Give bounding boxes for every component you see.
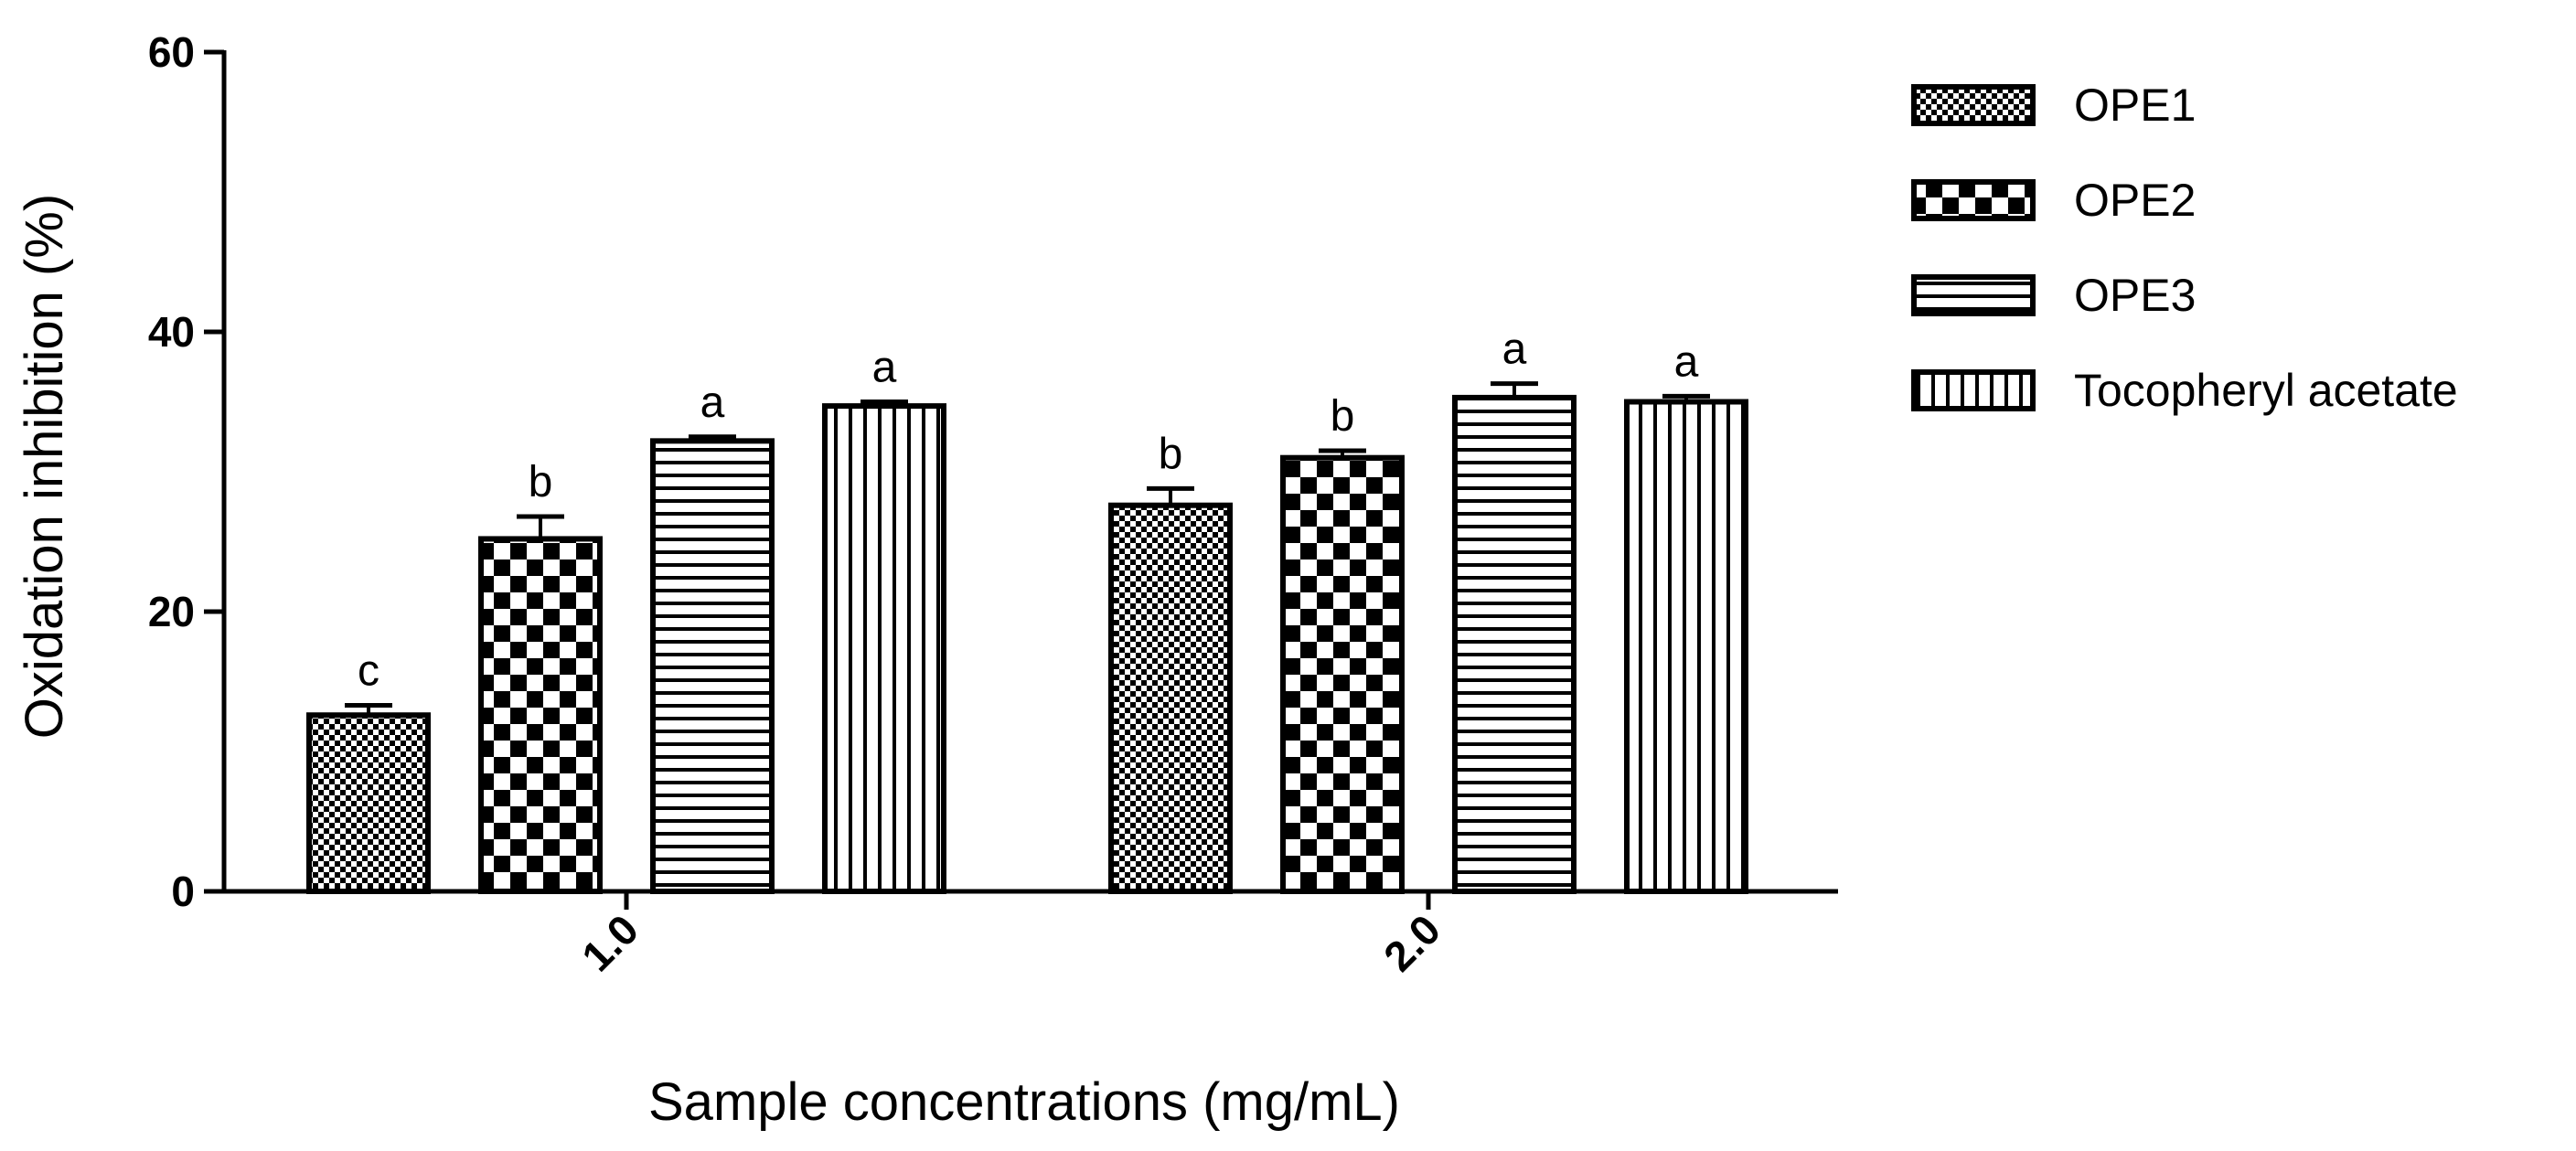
bar-group: b bbox=[478, 458, 603, 894]
bar-group: a bbox=[1624, 337, 1748, 894]
plot-area: c b a a b b a a bbox=[306, 325, 1748, 895]
bar-group: c bbox=[306, 647, 431, 894]
bar bbox=[306, 712, 431, 894]
significance-label: a bbox=[1502, 325, 1527, 374]
bar-group: b bbox=[1280, 392, 1405, 894]
significance-label: b bbox=[1331, 392, 1355, 441]
significance-label: c bbox=[358, 647, 379, 696]
x-tick-label: 1.0 bbox=[572, 905, 647, 980]
legend-label: Tocopheryl acetate bbox=[2074, 365, 2458, 416]
y-axis-title: Oxidation inhibition (%) bbox=[15, 194, 74, 739]
y-axis-ticks: 0 20 40 60 bbox=[148, 28, 224, 915]
legend-swatch bbox=[1911, 369, 2036, 411]
legend-item: Tocopheryl acetate bbox=[1911, 365, 2458, 416]
significance-label: b bbox=[1159, 430, 1183, 478]
bar bbox=[1108, 502, 1233, 894]
legend-swatch bbox=[1911, 179, 2036, 221]
y-tick-label: 40 bbox=[148, 308, 195, 356]
bar-group: a bbox=[650, 378, 775, 894]
legend-item: OPE2 bbox=[1911, 175, 2196, 226]
bar-group: a bbox=[1452, 325, 1577, 895]
legend-label: OPE2 bbox=[2074, 175, 2196, 226]
bar bbox=[1280, 454, 1405, 894]
legend-swatch bbox=[1911, 84, 2036, 126]
y-tick-label: 20 bbox=[148, 588, 195, 635]
y-tick-label: 0 bbox=[171, 868, 195, 915]
x-tick-label: 2.0 bbox=[1374, 905, 1449, 980]
x-axis-title: Sample concentrations (mg/mL) bbox=[648, 1072, 1400, 1132]
significance-label: a bbox=[700, 378, 725, 427]
bar bbox=[1452, 394, 1577, 895]
bar bbox=[650, 438, 775, 894]
significance-label: b bbox=[529, 458, 553, 506]
bar bbox=[1624, 399, 1748, 894]
legend-label: OPE3 bbox=[2074, 270, 2196, 321]
x-axis-ticks: 1.0 2.0 bbox=[572, 891, 1449, 980]
y-tick-label: 60 bbox=[148, 28, 195, 76]
significance-label: a bbox=[872, 344, 897, 392]
bar-group: a bbox=[822, 344, 946, 894]
legend-swatch bbox=[1911, 274, 2036, 316]
bar-group: b bbox=[1108, 430, 1233, 894]
legend: OPE1 OPE2 OPE3 Tocopheryl acetate bbox=[1911, 80, 2458, 416]
bar bbox=[478, 536, 603, 894]
legend-item: OPE1 bbox=[1911, 80, 2196, 131]
bar bbox=[822, 403, 946, 894]
significance-label: a bbox=[1674, 337, 1699, 386]
legend-label: OPE1 bbox=[2074, 80, 2196, 131]
legend-item: OPE3 bbox=[1911, 270, 2196, 321]
